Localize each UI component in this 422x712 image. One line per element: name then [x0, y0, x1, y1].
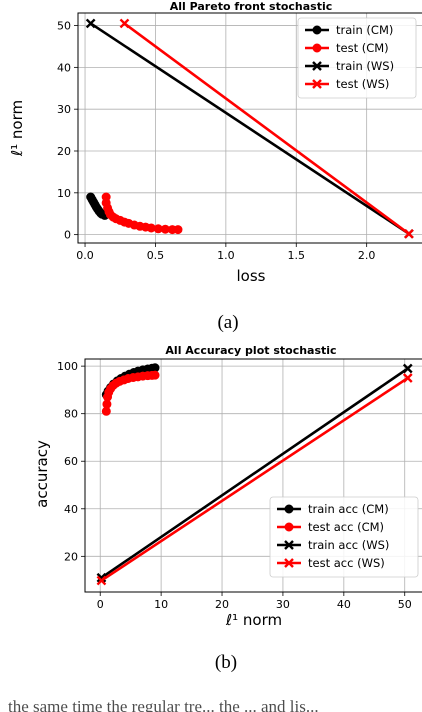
data-point — [402, 373, 413, 383]
series-line — [89, 22, 410, 235]
x-tick-label: 50 — [398, 598, 412, 611]
chart-b-xlabel: ℓ¹ norm — [225, 611, 282, 629]
legend-marker — [284, 540, 294, 550]
chart-a-ticks: 0.0 0.5 1.0 1.5 2.0 0 10 20 30 40 50 — [57, 20, 375, 262]
y-tick-label: 100 — [57, 360, 78, 373]
y-tick-label: 10 — [57, 187, 71, 200]
series-1 — [101, 370, 160, 416]
legend-label: train (WS) — [336, 59, 394, 73]
series-0 — [86, 192, 110, 220]
series-3 — [119, 18, 414, 239]
x-tick-label: 1.0 — [217, 249, 235, 262]
legend-label: train (CM) — [336, 23, 393, 37]
x-tick-label: 30 — [276, 598, 290, 611]
legend-label: train acc (CM) — [308, 502, 389, 516]
x-tick-label: 0.5 — [147, 249, 165, 262]
chart-a-frame — [77, 12, 422, 244]
series-line — [100, 367, 409, 579]
legend-box — [269, 496, 419, 578]
y-tick-label: 60 — [64, 455, 78, 468]
legend-entry: train (CM) — [305, 23, 393, 37]
caption-b: (b) — [215, 652, 237, 673]
data-point — [85, 18, 96, 29]
legend-marker — [312, 61, 322, 71]
legend-entry: train (WS) — [305, 59, 394, 73]
y-tick-label: 40 — [57, 61, 71, 74]
y-tick-label: 20 — [64, 550, 78, 563]
legend-label: test (WS) — [336, 77, 389, 91]
legend-marker — [284, 558, 294, 568]
legend-marker — [312, 43, 322, 53]
x-tick-label: 0.0 — [76, 249, 94, 262]
legend-entry: test (CM) — [305, 41, 389, 55]
legend-entry: test acc (WS) — [277, 556, 385, 570]
legend-entry: train acc (WS) — [277, 538, 389, 552]
legend-marker — [284, 504, 294, 514]
chart-b-legend: train acc (CM) test acc (CM) train acc (WS… — [269, 496, 419, 578]
chart-b-ticks: 0 10 20 30 40 50 20 40 60 80 100 — [57, 360, 412, 611]
chart-a-series — [85, 18, 414, 239]
series-line — [123, 22, 410, 235]
y-tick-label: 40 — [64, 503, 78, 516]
y-tick-label: 80 — [64, 408, 78, 421]
x-tick-label: 0 — [97, 598, 104, 611]
data-point — [96, 572, 107, 583]
legend-label: test acc (WS) — [308, 556, 385, 570]
chart-b-series — [96, 363, 413, 586]
series-1 — [101, 192, 183, 235]
x-tick-label: 10 — [154, 598, 168, 611]
legend-entry: test (WS) — [305, 77, 389, 91]
data-point — [173, 225, 183, 235]
data-point — [150, 370, 160, 380]
y-tick-label: 30 — [57, 103, 71, 116]
legend-marker — [312, 25, 322, 35]
caption-a: (a) — [217, 312, 238, 333]
chart-b-title: All Accuracy plot stochastic — [165, 344, 336, 357]
legend-label: test (CM) — [336, 41, 389, 55]
data-point — [404, 228, 414, 239]
x-tick-label: 1.5 — [288, 249, 306, 262]
x-tick-label: 40 — [337, 598, 351, 611]
y-tick-label: 50 — [57, 20, 71, 33]
chart-b-ylabel: accuracy — [33, 440, 51, 508]
data-point — [119, 18, 130, 29]
series-2 — [96, 363, 413, 583]
chart-a-xlabel: loss — [237, 267, 266, 285]
legend-box — [297, 17, 417, 99]
chart-a-legend: train (CM) test (CM) train (WS) test (WS) — [297, 17, 417, 99]
chart-b: All Accuracy plot stochastic 0 10 20 30 40 50… — [33, 344, 422, 629]
data-point — [150, 363, 160, 373]
chart-b-frame — [84, 358, 422, 593]
y-tick-label: 0 — [64, 229, 71, 242]
y-tick-label: 20 — [57, 145, 71, 158]
legend-entry: test acc (CM) — [277, 520, 384, 534]
chart-a-ylabel: ℓ¹ norm — [8, 100, 26, 157]
data-point — [402, 363, 413, 374]
x-tick-label: 20 — [215, 598, 229, 611]
cut-off-body-text: the same time the regular tre... the ...… — [8, 697, 319, 712]
chart-a-title: All Pareto front stochastic — [170, 0, 333, 13]
legend-label: test acc (CM) — [308, 520, 384, 534]
legend-marker — [312, 79, 322, 89]
series-line — [100, 376, 409, 582]
x-tick-label: 2.0 — [358, 249, 376, 262]
series-3 — [96, 373, 413, 586]
legend-entry: train acc (CM) — [277, 502, 389, 516]
data-point — [96, 575, 107, 586]
chart-a: All Pareto front stochastic 0.0 0.5 1.0 1.5… — [8, 0, 422, 285]
legend-label: train acc (WS) — [308, 538, 389, 552]
legend-marker — [284, 522, 294, 532]
